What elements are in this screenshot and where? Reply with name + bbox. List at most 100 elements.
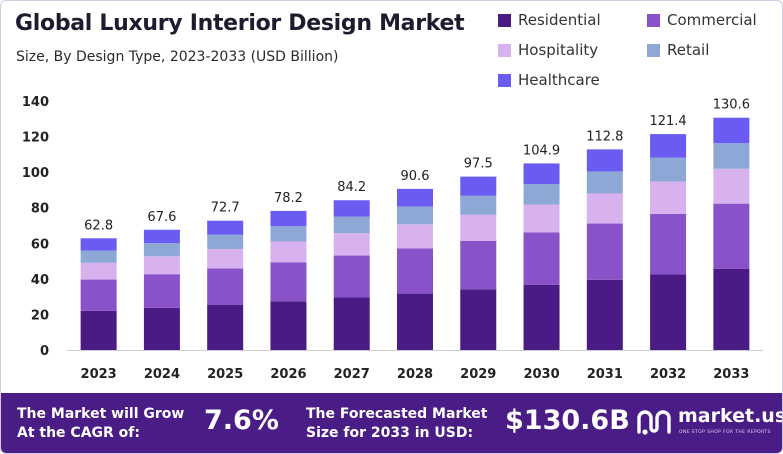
x-tick-label: 2033 — [713, 367, 749, 382]
bar-retail-2031 — [586, 171, 623, 194]
y-tick-label: 0 — [40, 344, 49, 359]
market-us-logo-icon — [637, 410, 671, 435]
bar-total-label: 112.8 — [586, 129, 623, 144]
bar-retail-2030 — [523, 184, 560, 205]
bar-healthcare-2030 — [523, 163, 560, 185]
chart-title: Global Luxury Interior Design Market — [15, 11, 465, 36]
bar-total-label: 78.2 — [274, 191, 303, 206]
bar-commercial-2025 — [207, 268, 244, 305]
bar-residential-2031 — [586, 279, 623, 350]
bar-commercial-2028 — [397, 248, 433, 294]
forecast-label: The Forecasted Market Size for 2033 in U… — [306, 405, 487, 443]
bar-residential-2026 — [270, 301, 307, 350]
legend-label-commercial: Commercial — [667, 11, 757, 29]
bar-hospitality-2029 — [460, 214, 497, 241]
bar-total-label: 62.8 — [84, 218, 113, 233]
x-tick-label: 2031 — [587, 367, 623, 382]
stacked-bar-chart: 0 20 40 60 80 100 120 140 62.8 2023 67.6 2024 72.7 20… — [22, 95, 763, 382]
bar-total-label: 104.9 — [523, 143, 560, 158]
bar-retail-2026 — [270, 226, 307, 242]
forecast-value: $130.6B — [505, 405, 630, 436]
bar-commercial-2033 — [713, 203, 750, 269]
bar-residential-2025 — [207, 304, 244, 350]
bar-retail-2029 — [460, 195, 497, 215]
bar-hospitality-2026 — [270, 241, 307, 263]
bar-healthcare-2028 — [397, 188, 433, 207]
forecast-label-line1: The Forecasted Market — [306, 406, 488, 422]
x-tick-label: 2026 — [270, 367, 306, 382]
bar-healthcare-2024 — [143, 229, 180, 244]
bar-retail-2033 — [713, 143, 750, 169]
y-tick-label: 120 — [22, 131, 49, 146]
y-tick-label: 40 — [31, 273, 49, 288]
bar-hospitality-2023 — [80, 262, 117, 280]
legend-swatch-residential — [498, 13, 511, 27]
cagr-value: 7.6% — [204, 405, 279, 436]
legend-item-healthcare: Healthcare — [498, 71, 600, 89]
bar-residential-2028 — [397, 293, 433, 350]
x-tick-label: 2032 — [650, 367, 686, 382]
bar-hospitality-2024 — [143, 256, 180, 275]
brand-tagline: ONE STOP SHOP FOR THE REPORTS — [679, 430, 771, 435]
x-tick-label: 2028 — [397, 367, 433, 382]
bar-residential-2024 — [143, 307, 180, 350]
legend-label-retail: Retail — [667, 41, 710, 59]
legend-label-healthcare: Healthcare — [518, 71, 600, 89]
chart-subtitle: Size, By Design Type, 2023-2033 (USD Bil… — [16, 49, 339, 65]
bar-residential-2027 — [333, 297, 370, 350]
bar-retail-2028 — [397, 206, 433, 225]
bar-total-label: 97.5 — [464, 157, 493, 172]
bar-healthcare-2031 — [586, 149, 623, 172]
bar-total-label: 84.2 — [337, 180, 366, 195]
legend-swatch-healthcare — [498, 73, 511, 87]
bar-commercial-2027 — [333, 255, 370, 298]
bar-hospitality-2031 — [586, 193, 623, 224]
bar-commercial-2029 — [460, 240, 497, 290]
bar-total-label: 121.4 — [649, 114, 686, 129]
x-tick-label: 2030 — [523, 367, 559, 382]
x-tick-label: 2023 — [81, 367, 117, 382]
y-tick-label: 140 — [22, 95, 49, 110]
bar-retail-2024 — [143, 243, 180, 257]
bar-commercial-2026 — [270, 262, 307, 302]
bar-residential-2032 — [650, 274, 687, 350]
bar-hospitality-2033 — [713, 168, 750, 204]
bar-healthcare-2033 — [713, 117, 750, 144]
bar-retail-2027 — [333, 216, 370, 234]
legend-swatch-commercial — [647, 13, 660, 27]
bar-residential-2033 — [713, 268, 750, 350]
legend-item-hospitality: Hospitality — [498, 41, 598, 59]
bar-retail-2023 — [80, 250, 117, 263]
y-tick-label: 80 — [31, 202, 49, 217]
bar-commercial-2031 — [586, 223, 623, 280]
y-tick-label: 20 — [31, 308, 49, 323]
legend-swatch-retail — [647, 43, 660, 57]
x-tick-label: 2029 — [460, 367, 496, 382]
bar-total-label: 67.6 — [147, 210, 176, 225]
bar-residential-2030 — [523, 284, 560, 350]
cagr-label-line2: At the CAGR of: — [17, 425, 140, 441]
y-tick-label: 60 — [31, 237, 49, 252]
bar-healthcare-2032 — [650, 134, 687, 158]
x-tick-label: 2025 — [207, 367, 243, 382]
forecast-label-line2: Size for 2033 in USD: — [306, 425, 474, 441]
bar-healthcare-2025 — [207, 220, 244, 235]
bar-commercial-2030 — [523, 232, 560, 285]
cagr-label: The Market will Grow At the CAGR of: — [17, 405, 184, 443]
bar-hospitality-2030 — [523, 204, 560, 233]
legend-item-commercial: Commercial — [647, 11, 757, 29]
bar-hospitality-2032 — [650, 181, 687, 214]
bar-healthcare-2023 — [80, 238, 117, 251]
bar-commercial-2023 — [80, 279, 117, 311]
bar-residential-2023 — [80, 310, 117, 350]
bar-total-label: 130.6 — [713, 98, 750, 113]
y-tick-label: 100 — [22, 166, 49, 181]
chart-legend: Residential Commercial Hospitality Retai… — [498, 9, 778, 101]
bar-retail-2032 — [650, 157, 687, 182]
bar-hospitality-2027 — [333, 233, 370, 256]
bar-commercial-2032 — [650, 213, 687, 275]
x-tick-label: 2027 — [334, 367, 370, 382]
legend-item-retail: Retail — [647, 41, 709, 59]
legend-label-hospitality: Hospitality — [518, 41, 599, 59]
